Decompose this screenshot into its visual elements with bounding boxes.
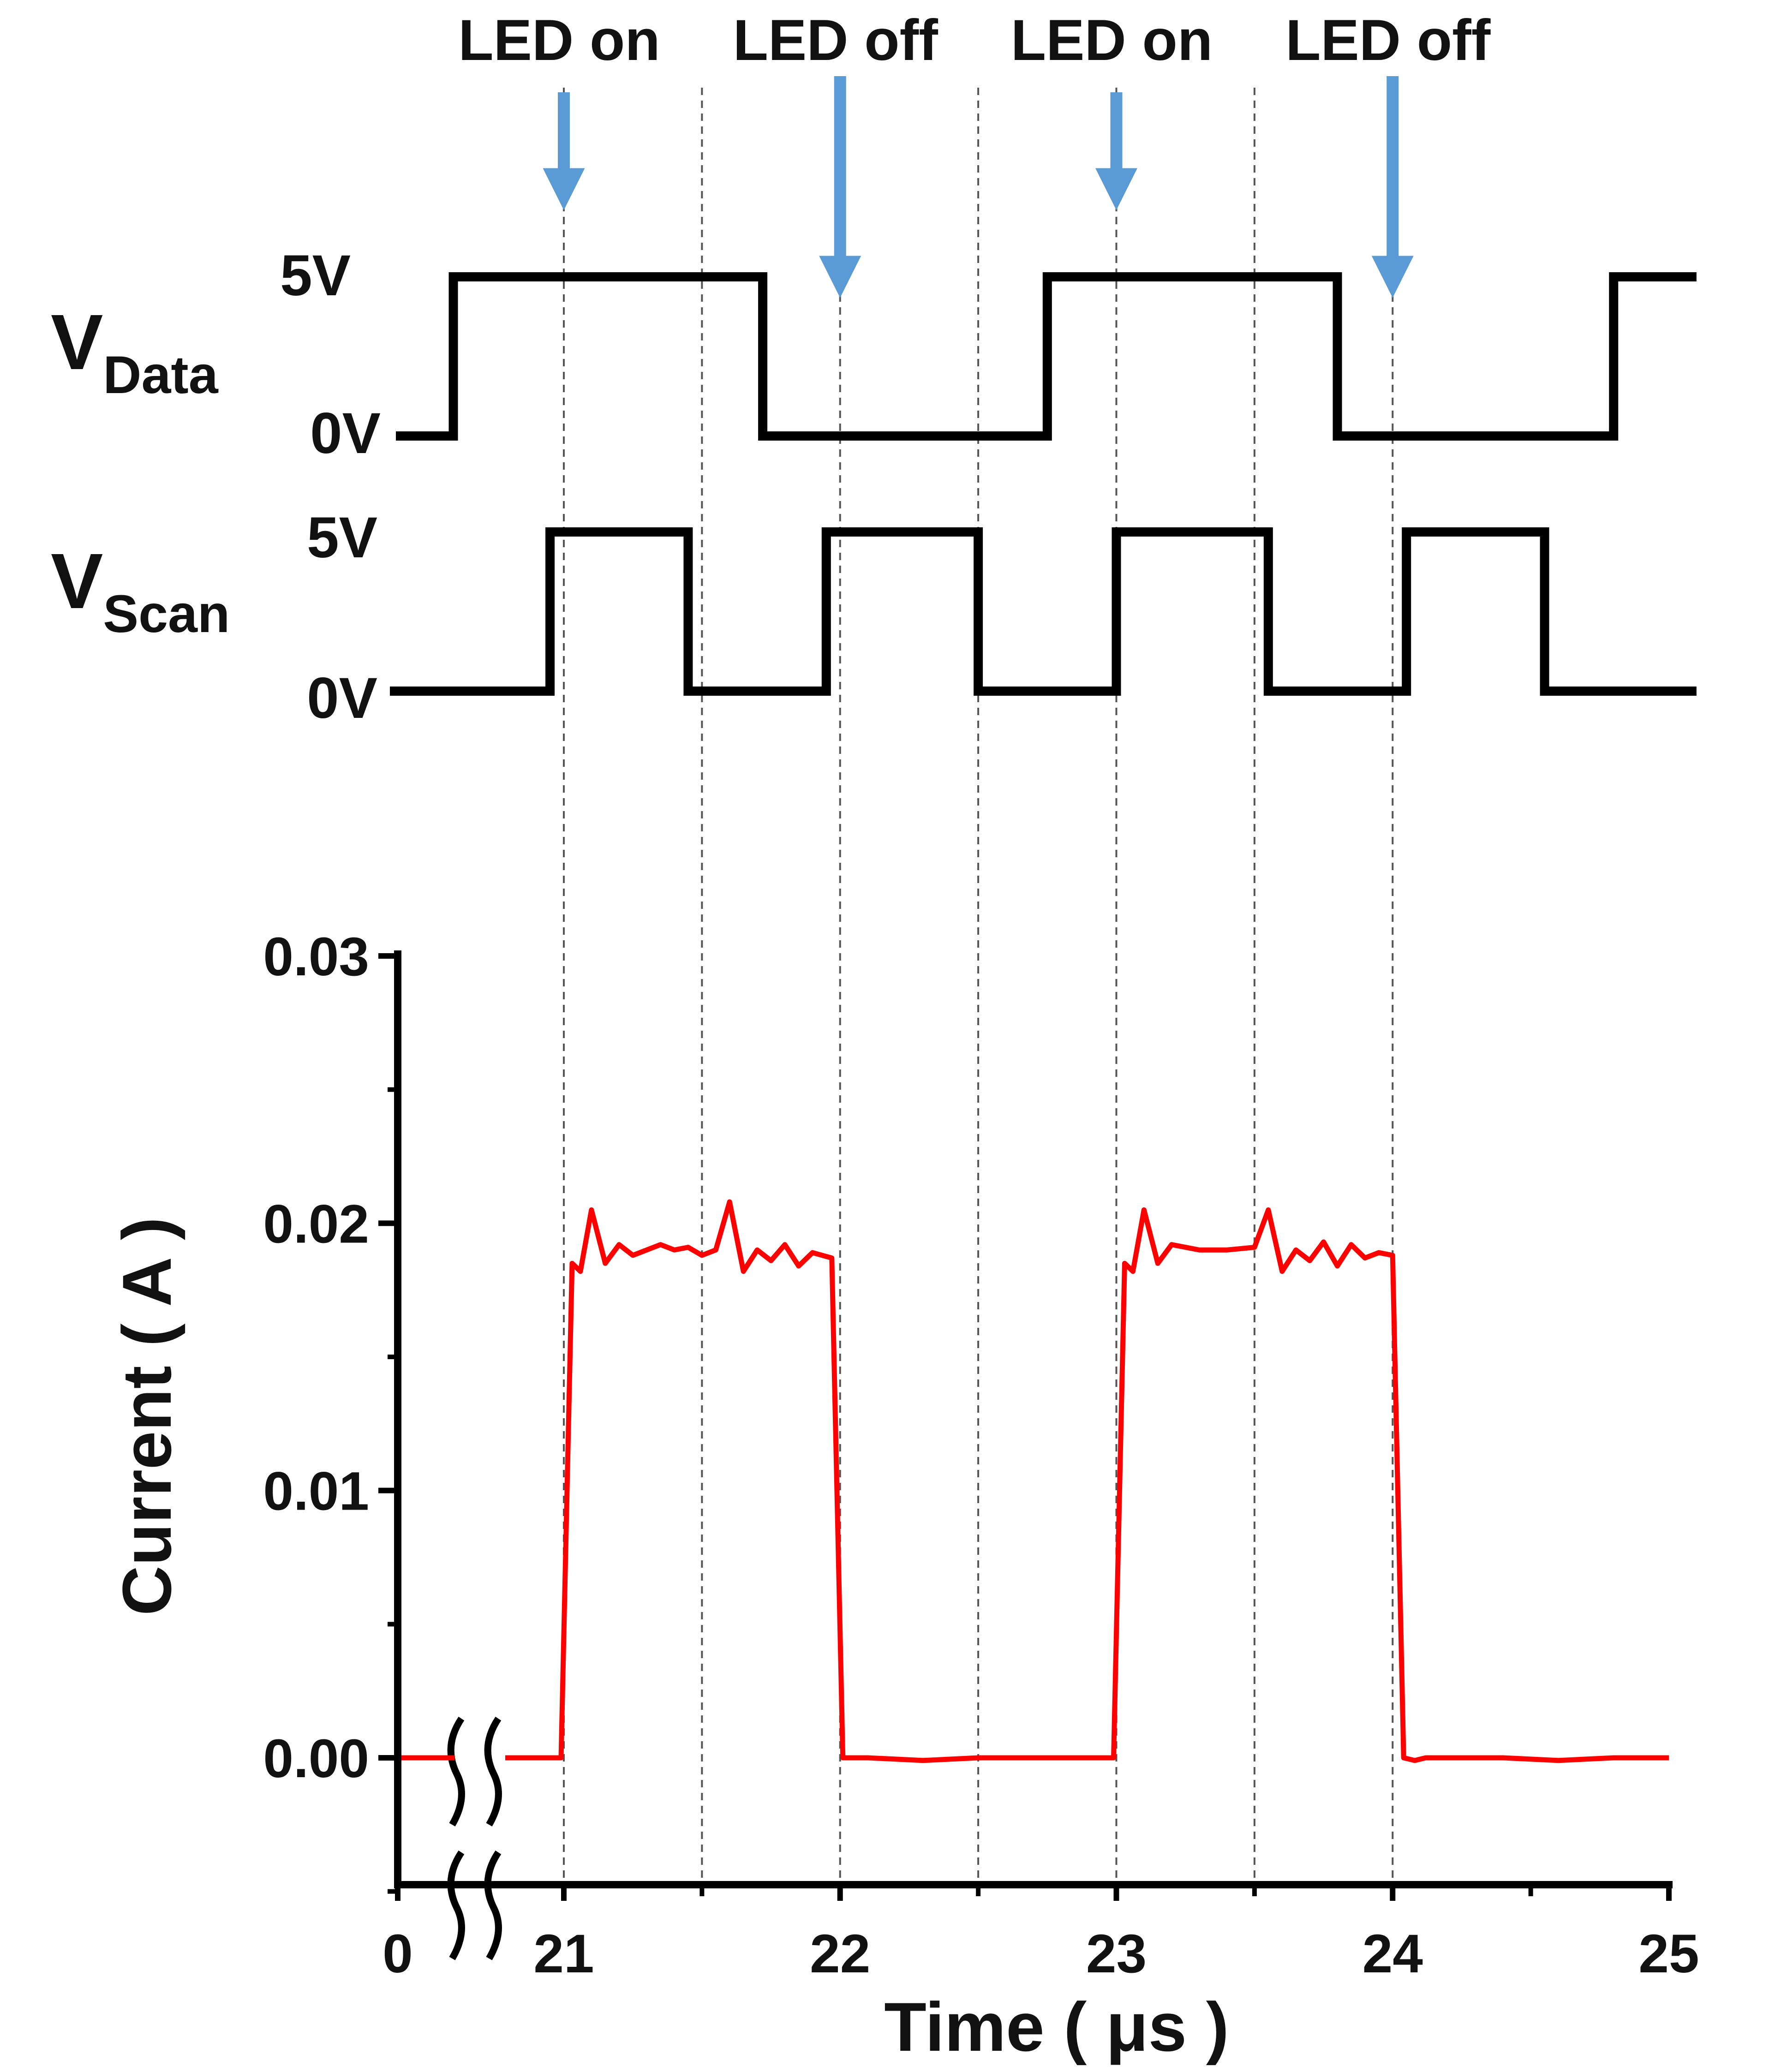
x-tick-label: 21: [533, 1923, 594, 1984]
x-tick-label: 25: [1638, 1923, 1699, 1984]
vdata-signal-group: VData 5V 0V: [51, 244, 1697, 466]
annotation-label: LED off: [733, 8, 938, 72]
y-axis-title: Current ( A ): [108, 1217, 185, 1616]
vdata-waveform: [396, 272, 1697, 441]
annotation-label: LED on: [458, 8, 660, 72]
annotation-label: LED on: [1011, 8, 1213, 72]
x-tick-label: 0: [383, 1923, 413, 1984]
vdata-low-label: 0V: [310, 401, 381, 466]
vscan-signal-group: VScan 5V 0V: [51, 506, 1697, 730]
led-annotations: LED on LED off LED on LED off: [458, 8, 1491, 298]
vscan-waveform: [390, 527, 1697, 696]
x-tick-label: 23: [1086, 1923, 1147, 1984]
current-plot: 0.00 0.01 0.02 0.03 0 21 22 23 24 25 Current ( A…: [108, 926, 1699, 2066]
x-ticks: 0 21 22 23 24 25: [383, 1885, 1699, 1984]
vdata-label: VData: [51, 299, 219, 405]
y-tick-label: 0.01: [263, 1461, 369, 1522]
x-axis-title: Time ( μs ): [884, 1988, 1229, 2066]
y-tick-label: 0.00: [263, 1728, 369, 1789]
vscan-high-label: 5V: [307, 506, 377, 570]
vdata-high-label: 5V: [280, 244, 351, 308]
vscan-low-label: 0V: [307, 666, 377, 730]
x-tick-label: 24: [1363, 1923, 1423, 1984]
timing-guide-lines: [563, 88, 1394, 1885]
y-tick-label: 0.03: [263, 926, 369, 987]
x-tick-label: 22: [810, 1923, 870, 1984]
y-tick-label: 0.02: [263, 1194, 369, 1254]
annotation-label: LED off: [1285, 8, 1491, 72]
axis-break-marks: [447, 1716, 502, 1960]
vscan-label: VScan: [51, 537, 230, 644]
y-ticks: 0.00 0.01 0.02 0.03: [263, 926, 398, 1894]
current-series-line: [401, 1199, 1669, 1763]
